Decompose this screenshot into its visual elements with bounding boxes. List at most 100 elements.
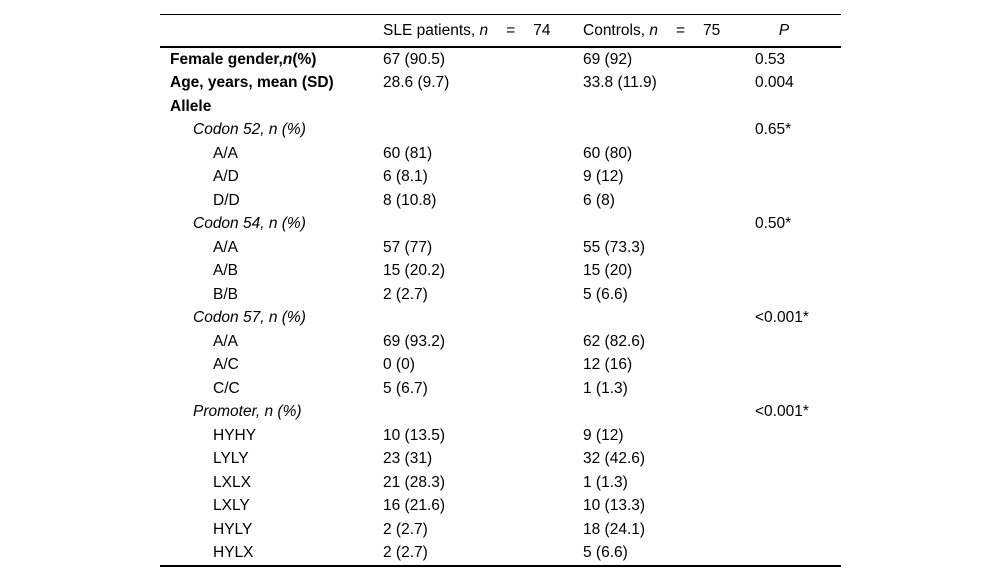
sle-value-cell: 0 (0) bbox=[383, 356, 415, 374]
table-body: Female gender,n(%) 67 (90.5) 69 (92) 0.5… bbox=[160, 48, 841, 565]
table-row: LYLY 23 (31) 32 (42.6) bbox=[160, 448, 841, 472]
row-label-cell: HYLX bbox=[160, 544, 383, 562]
row-label-cell: Codon 52, n (%) bbox=[160, 121, 383, 139]
sle-value-cell: 5 (6.7) bbox=[383, 379, 428, 397]
controls-value-cell: 60 (80) bbox=[583, 144, 633, 162]
controls-value-cell: 5 (6.6) bbox=[583, 285, 628, 303]
controls-value-cell: 1 (1.3) bbox=[583, 379, 628, 397]
sle-value-cell: 21 (28.3) bbox=[383, 473, 446, 491]
p-value-cell: 0.50* bbox=[755, 215, 792, 233]
table-row: B/B 2 (2.7) 5 (6.6) bbox=[160, 283, 841, 307]
controls-value-cell: 1 (1.3) bbox=[583, 473, 628, 491]
row-label-cell: Promoter, n (%) bbox=[160, 403, 383, 421]
row-label: Female gender, bbox=[170, 50, 283, 68]
row-label: Allele bbox=[170, 97, 212, 115]
sle-value-cell: 15 (20.2) bbox=[383, 262, 446, 280]
controls-value-cell: 6 (8) bbox=[583, 191, 615, 209]
table-row: Allele bbox=[160, 95, 841, 119]
row-label-cell: A/A bbox=[160, 333, 383, 351]
controls-value-cell: 9 (12) bbox=[583, 168, 624, 186]
row-label: Age, years, mean (SD) bbox=[170, 74, 334, 92]
sle-value-cell: 6 (8.1) bbox=[383, 168, 428, 186]
row-label-cell: LXLX bbox=[160, 474, 383, 492]
row-label: D/D bbox=[213, 191, 240, 209]
controls-value-cell: 32 (42.6) bbox=[583, 450, 646, 468]
row-label-cell: A/D bbox=[160, 168, 383, 186]
row-label-cell: C/C bbox=[160, 380, 383, 398]
table-row: A/D 6 (8.1) 9 (12) bbox=[160, 166, 841, 190]
table-row: A/A 57 (77) 55 (73.3) bbox=[160, 236, 841, 260]
row-label-suffix: (%) bbox=[292, 50, 317, 68]
row-label-cell: A/A bbox=[160, 145, 383, 163]
controls-value-cell: 33.8 (11.9) bbox=[583, 74, 657, 92]
controls-value-cell: 10 (13.3) bbox=[583, 497, 646, 515]
controls-value-cell: 55 (73.3) bbox=[583, 238, 646, 256]
sle-value-cell: 69 (93.2) bbox=[383, 332, 446, 350]
sle-value-cell: 60 (81) bbox=[383, 144, 433, 162]
table-row: LXLY 16 (21.6) 10 (13.3) bbox=[160, 495, 841, 519]
controls-value-cell: 12 (16) bbox=[583, 356, 633, 374]
controls-value-cell: 69 (92) bbox=[583, 50, 633, 68]
sle-value-cell: 8 (10.8) bbox=[383, 191, 437, 209]
header-p-value: P bbox=[778, 21, 790, 39]
row-label-cell: A/B bbox=[160, 262, 383, 280]
header-controls-n: n bbox=[649, 21, 658, 39]
table-row: A/C 0 (0) 12 (16) bbox=[160, 354, 841, 378]
p-value-cell: 0.004 bbox=[755, 74, 794, 92]
table-header-row: SLE patients, n = 74 Controls, n = 75 P bbox=[160, 15, 841, 48]
table-row: C/C 5 (6.7) 1 (1.3) bbox=[160, 377, 841, 401]
table-row: Codon 54, n (%) 0.50* bbox=[160, 213, 841, 237]
controls-value-cell: 15 (20) bbox=[583, 262, 633, 280]
header-controls-equals: = bbox=[675, 21, 686, 39]
row-label-cell: Codon 54, n (%) bbox=[160, 215, 383, 233]
row-label: A/A bbox=[213, 144, 238, 162]
row-label: C/C bbox=[213, 379, 240, 397]
table-row: HYHY 10 (13.5) 9 (12) bbox=[160, 424, 841, 448]
table-row: Promoter, n (%) <0.001* bbox=[160, 401, 841, 425]
p-value-cell: <0.001* bbox=[755, 309, 809, 327]
row-label: B/B bbox=[213, 285, 238, 303]
row-label-cell: B/B bbox=[160, 286, 383, 304]
table-row: A/A 60 (81) 60 (80) bbox=[160, 142, 841, 166]
header-sle-equals: = bbox=[506, 21, 516, 39]
controls-value-cell: 62 (82.6) bbox=[583, 332, 646, 350]
sle-value-cell: 2 (2.7) bbox=[383, 285, 428, 303]
table-row: A/A 69 (93.2) 62 (82.6) bbox=[160, 330, 841, 354]
row-label: A/D bbox=[213, 168, 239, 186]
row-label: Codon 57, n (%) bbox=[193, 309, 306, 327]
row-label: Codon 52, n (%) bbox=[193, 121, 306, 139]
statistics-table: SLE patients, n = 74 Controls, n = 75 P Fema… bbox=[160, 14, 841, 567]
row-label: HYLX bbox=[213, 544, 254, 562]
table-row: Codon 57, n (%) <0.001* bbox=[160, 307, 841, 331]
header-sle-n: n bbox=[479, 21, 489, 39]
row-label: LXLX bbox=[213, 473, 251, 491]
header-controls: Controls, n = 75 bbox=[583, 22, 755, 40]
sle-value-cell: 16 (21.6) bbox=[383, 497, 446, 515]
sle-value-cell: 57 (77) bbox=[383, 238, 433, 256]
row-label: Promoter, n (%) bbox=[193, 403, 302, 421]
row-label: A/C bbox=[213, 356, 239, 374]
row-label: A/A bbox=[213, 238, 238, 256]
row-label-cell: Female gender,n(%) bbox=[160, 51, 383, 69]
table-row: A/B 15 (20.2) 15 (20) bbox=[160, 260, 841, 284]
header-sle-label: SLE patients, bbox=[383, 21, 476, 39]
row-label-cell: HYHY bbox=[160, 427, 383, 445]
row-label-cell: A/A bbox=[160, 239, 383, 257]
table-row: D/D 8 (10.8) 6 (8) bbox=[160, 189, 841, 213]
controls-value-cell: 18 (24.1) bbox=[583, 520, 646, 538]
row-label-n: n bbox=[282, 50, 293, 68]
row-label: A/A bbox=[213, 332, 238, 350]
table-row: Female gender,n(%) 67 (90.5) 69 (92) 0.5… bbox=[160, 48, 841, 72]
header-sle-patients: SLE patients, n = 74 bbox=[383, 22, 583, 40]
row-label: LXLY bbox=[213, 497, 250, 515]
controls-value-cell: 9 (12) bbox=[583, 426, 624, 444]
row-label-cell: A/C bbox=[160, 356, 383, 374]
sle-value-cell: 10 (13.5) bbox=[383, 426, 446, 444]
row-label-cell: Allele bbox=[160, 98, 383, 116]
p-value-cell: 0.53 bbox=[755, 50, 786, 68]
row-label-cell: D/D bbox=[160, 192, 383, 210]
sle-value-cell: 2 (2.7) bbox=[383, 544, 428, 562]
sle-value-cell: 28.6 (9.7) bbox=[383, 74, 450, 92]
sle-value-cell: 67 (90.5) bbox=[383, 50, 446, 68]
